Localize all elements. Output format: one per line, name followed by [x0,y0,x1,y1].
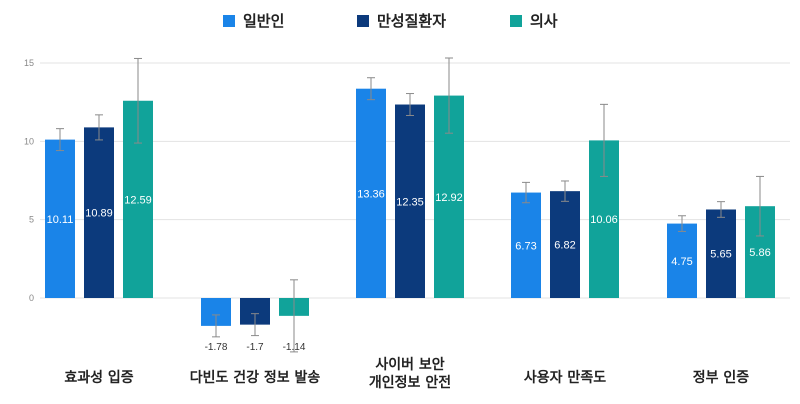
legend-label-doctors: 의사 [530,12,558,30]
category-label: 효과성 입증 [64,370,133,386]
bar [84,127,114,298]
bar [511,192,541,298]
category-label: 다빈도 건강 정보 발송 [190,369,321,386]
bar [550,191,580,298]
legend: 일반인 만성질환자 의사 [0,10,800,32]
category-label: 개인정보 안전 [369,374,451,391]
legend-item-general-public: 일반인 [223,10,284,31]
bar [45,139,75,298]
data-label: 5.86 [749,247,770,259]
data-label: 10.89 [85,208,113,220]
legend-label-general-public: 일반인 [243,12,285,30]
legend-swatch-general-public [223,14,235,27]
data-label: 5.65 [710,249,731,261]
bar [356,88,386,299]
category-label: 정부 인증 [693,369,750,386]
legend-item-chronic-patients: 만성질환자 [357,10,446,31]
legend-swatch-chronic-patients [357,14,369,27]
legend-swatch-doctors [510,14,522,27]
data-label: 13.36 [357,188,385,200]
data-label: -1.78 [205,342,228,353]
legend-item-doctors: 의사 [510,10,558,31]
data-label: 6.82 [554,240,575,252]
data-label: 10.06 [590,214,618,226]
category-label: 사이버 보안 [375,356,444,373]
bar [667,223,697,298]
data-label: 12.59 [124,194,152,206]
y-tick-label: 15 [24,58,34,68]
y-tick-label: 0 [29,293,34,303]
data-label: 10.11 [47,214,74,226]
legend-label-chronic-patients: 만성질환자 [377,12,447,30]
y-tick-label: 10 [24,136,34,146]
data-label: -1.7 [246,342,264,353]
data-label: 6.73 [515,240,536,252]
data-label: 12.92 [435,192,463,204]
bar [706,209,736,298]
bar [395,104,425,299]
data-label: 4.75 [671,256,692,268]
category-label: 사용자 만족도 [524,370,606,386]
data-label: 12.35 [396,196,424,208]
data-label: -1.14 [283,342,306,353]
y-tick-label: 5 [29,215,34,225]
